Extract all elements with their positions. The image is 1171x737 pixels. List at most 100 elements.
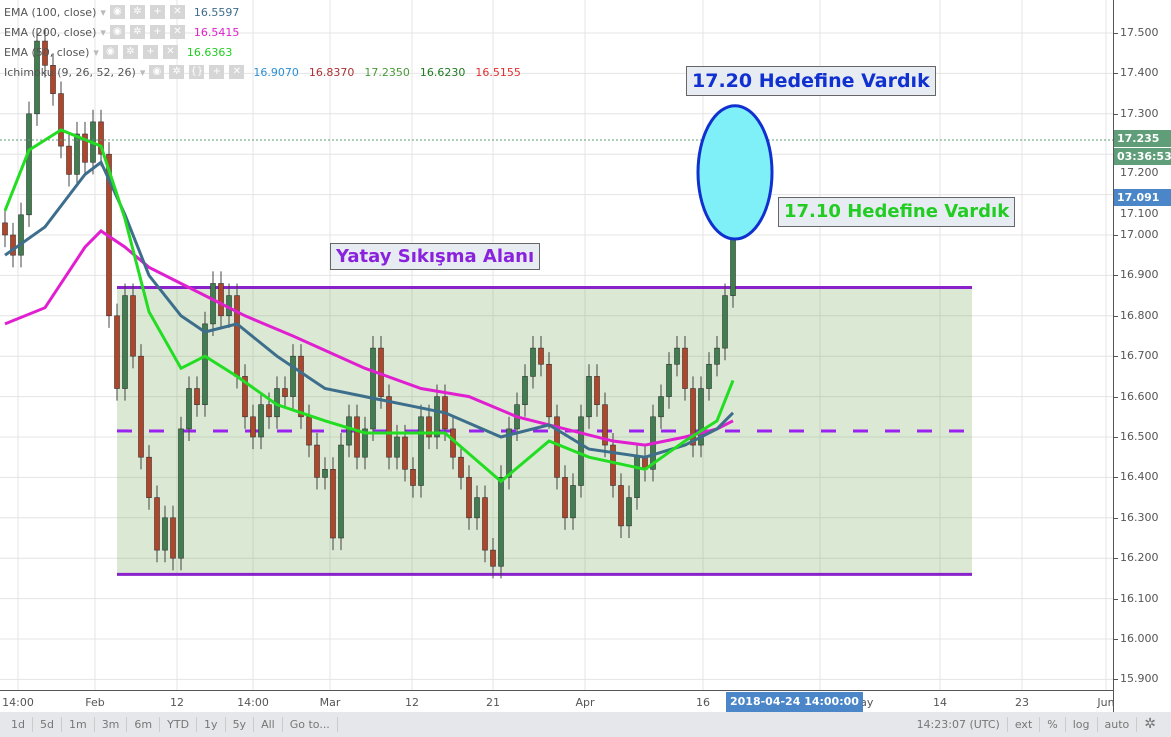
candle-body	[26, 113, 32, 216]
close-icon[interactable]: ✕	[169, 25, 185, 39]
candle-body	[674, 347, 680, 365]
legend-value: 16.5415	[193, 25, 240, 39]
plus-icon[interactable]: +	[149, 5, 165, 19]
log-toggle[interactable]: log	[1066, 717, 1098, 732]
candle-body	[146, 456, 152, 498]
candle-body	[322, 469, 328, 478]
time-tick-label: Apr	[575, 696, 595, 709]
price-tick-label: 16.800	[1120, 308, 1159, 322]
price-chart[interactable]	[0, 0, 1113, 690]
candle-body	[290, 355, 296, 397]
chevron-down-icon[interactable]: ▾	[93, 45, 99, 59]
price-tick-label: 16.700	[1120, 349, 1159, 363]
price-tick-label: 15.900	[1120, 672, 1159, 686]
plus-icon[interactable]: +	[149, 25, 165, 39]
eye-icon[interactable]: ◉	[102, 45, 118, 59]
percent-toggle[interactable]: %	[1040, 717, 1066, 732]
price-tick	[1114, 437, 1118, 438]
candle-body	[66, 145, 72, 175]
ema100-line	[4, 159, 735, 459]
range-button-all[interactable]: All	[254, 717, 283, 732]
chevron-down-icon[interactable]: ▾	[139, 65, 146, 79]
price-tick	[1114, 396, 1118, 398]
time-tick-label: 23	[1015, 696, 1029, 709]
price-tick	[1114, 598, 1118, 600]
candle-body	[418, 416, 424, 486]
price-tick-label: 17.000	[1120, 228, 1159, 241]
price-tick	[1114, 73, 1118, 75]
candle-body	[482, 497, 488, 551]
candle-body	[394, 436, 400, 458]
plus-icon[interactable]: +	[142, 45, 158, 59]
gear-icon[interactable]: ✲	[169, 65, 185, 79]
eye-icon[interactable]: ◉	[109, 5, 125, 19]
range-button-3m[interactable]: 3m	[95, 717, 128, 732]
candle-body	[658, 396, 664, 418]
gear-icon[interactable]: ✲	[129, 5, 145, 19]
candle-body	[546, 363, 552, 418]
range-button-1m[interactable]: 1m	[62, 717, 95, 732]
price-tick-label: 16.000	[1120, 632, 1159, 645]
legend-value: 16.9070	[253, 65, 299, 79]
candle-body	[58, 93, 64, 147]
legend-ema200[interactable]: EMA (200, close) ▾ ◉ ✲ + ✕ 16.5415	[4, 25, 239, 39]
legend-ichimoku[interactable]: Ichimoku (9, 26, 52, 26) ▾ ◉ ✲ {} + ✕ 16.9070…	[4, 65, 521, 79]
range-button-6m[interactable]: 6m	[127, 717, 161, 732]
range-button-goto[interactable]: Go to...	[283, 717, 338, 732]
chevron-down-icon[interactable]: ▾	[100, 25, 106, 39]
gear-icon[interactable]: ✲	[129, 25, 145, 39]
close-icon[interactable]: ✕	[229, 65, 245, 79]
target1-label[interactable]: 17.20 Hedefine Vardık	[686, 66, 936, 96]
range-button-1y[interactable]: 1y	[197, 717, 226, 732]
auto-toggle[interactable]: auto	[1098, 717, 1138, 732]
candle-body	[178, 428, 184, 559]
candle-body	[298, 355, 304, 418]
legend-value: 16.6363	[186, 45, 233, 59]
legend-ema100[interactable]: EMA (100, close) ▾ ◉ ✲ + ✕ 16.5597	[4, 5, 239, 19]
eye-icon[interactable]: ◉	[109, 25, 125, 39]
ext-toggle[interactable]: ext	[1008, 717, 1041, 732]
range-button-ytd[interactable]: YTD	[160, 717, 198, 732]
range-label[interactable]: Yatay Sıkışma Alanı	[330, 243, 541, 270]
eye-icon[interactable]: ◉	[149, 65, 165, 79]
candle-body	[578, 416, 584, 486]
price-tick-label: 17.300	[1120, 106, 1159, 120]
price-tick	[1114, 639, 1118, 640]
legend-ema50[interactable]: EMA (50, close) ▾ ◉ ✲ + ✕ 16.6363	[4, 45, 232, 59]
candle-body	[410, 469, 416, 486]
time-tick-label: Jun	[1097, 696, 1115, 709]
candle-body	[362, 428, 368, 458]
braces-icon[interactable]: {}	[189, 65, 205, 79]
gear-icon[interactable]: ✲	[122, 45, 138, 59]
price-tick-label: 16.500	[1120, 430, 1159, 443]
candle-body	[130, 295, 136, 357]
chevron-down-icon[interactable]: ▾	[100, 5, 106, 19]
candle-body	[498, 477, 504, 567]
countdown-label: 03:36:53	[1114, 148, 1171, 165]
range-button-5d[interactable]: 5d	[33, 717, 62, 732]
candle-body	[666, 363, 672, 397]
time-tick-label: 16	[696, 696, 710, 709]
candle-body	[162, 517, 168, 551]
close-icon[interactable]: ✕	[169, 5, 185, 19]
candle-body	[562, 477, 568, 519]
settings-gear-icon[interactable]: ✲	[1144, 716, 1156, 732]
plus-icon[interactable]: +	[209, 65, 225, 79]
candle-body	[282, 388, 288, 397]
price-axis[interactable]: 17.500 17.400 17.300 17.200 17.100 17.000 16.9…	[1113, 0, 1171, 712]
close-icon[interactable]: ✕	[162, 45, 178, 59]
candle-body	[138, 355, 144, 458]
utc-clock[interactable]: 14:23:07 (UTC)	[910, 717, 1008, 732]
target2-label[interactable]: 17.10 Hedefine Vardık	[778, 197, 1016, 227]
target-ellipse[interactable]	[696, 104, 774, 241]
candle-body	[506, 428, 512, 478]
range-button-5y[interactable]: 5y	[226, 717, 255, 732]
candle-body	[202, 323, 208, 405]
time-tick-label: 21	[486, 696, 500, 709]
legend-label: Ichimoku (9, 26, 52, 26)	[4, 65, 136, 79]
range-button-1d[interactable]: 1d	[4, 717, 33, 732]
candle-body	[266, 404, 272, 418]
price-tick	[1114, 558, 1118, 560]
candle-body	[626, 497, 632, 527]
